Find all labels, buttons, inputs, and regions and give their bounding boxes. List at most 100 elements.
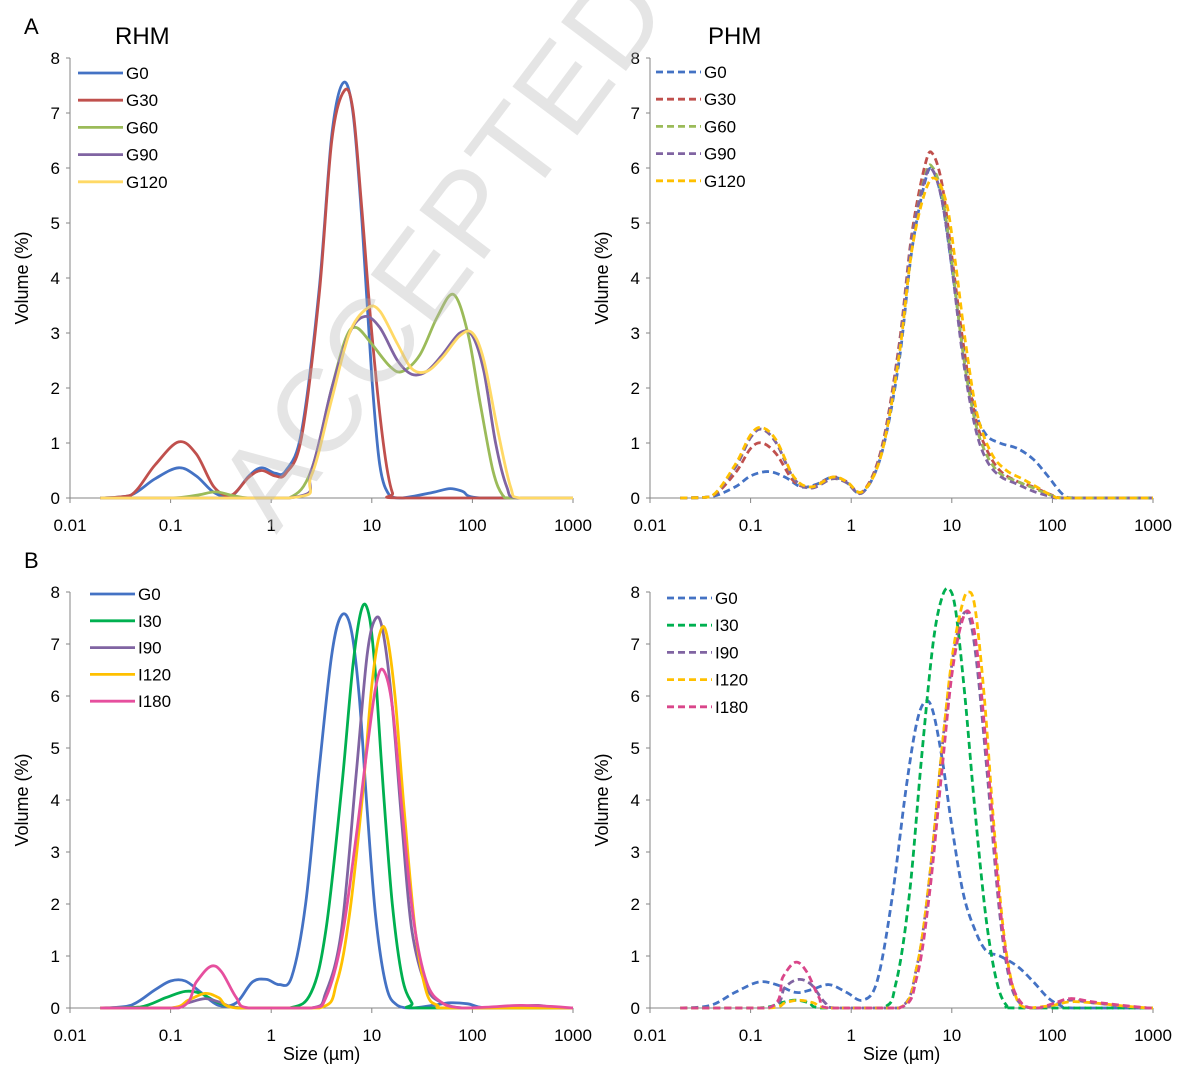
legend: G0 I30 I90 I120 I180 <box>90 585 171 711</box>
y-tick-label: 5 <box>51 214 60 233</box>
x-tick-label: 10 <box>942 1026 961 1045</box>
y-axis-title: Volume (%) <box>12 231 32 324</box>
legend-label: I30 <box>715 616 739 635</box>
series-line-g30 <box>680 150 1153 500</box>
y-tick-label: 3 <box>631 843 640 862</box>
x-tick-label: 0.01 <box>633 1026 666 1045</box>
x-tick-label: 100 <box>458 1026 486 1045</box>
series-line-g0 <box>100 612 573 1010</box>
legend-label: G90 <box>126 146 158 165</box>
legend-label: I120 <box>715 671 748 690</box>
y-tick-label: 1 <box>631 434 640 453</box>
y-tick-label: 2 <box>631 379 640 398</box>
x-tick-label: 0.01 <box>53 1026 86 1045</box>
y-tick-label: 2 <box>51 895 60 914</box>
legend-label: G0 <box>715 589 738 608</box>
series-line-g90 <box>100 315 573 500</box>
y-tick-label: 2 <box>631 895 640 914</box>
legend-label: G0 <box>704 63 727 82</box>
y-tick-label: 3 <box>631 324 640 343</box>
legend-label: I90 <box>715 643 739 662</box>
panel-b-letter: B <box>24 548 39 573</box>
y-tick-label: 0 <box>51 489 60 508</box>
series-line-i30 <box>100 602 573 1010</box>
y-tick-label: 4 <box>631 269 640 288</box>
series-line-i90 <box>100 615 573 1010</box>
x-tick-label: 0.01 <box>633 516 666 535</box>
chart-a-left: 0 1 2 3 4 5 6 7 8 0.01 0.1 1 10 100 1000 Volume (%) G0 G3… <box>12 49 592 535</box>
legend-label: G60 <box>126 118 158 137</box>
y-axis-title: Volume (%) <box>592 231 612 324</box>
y-tick-label: 4 <box>51 269 60 288</box>
series-line-i180 <box>680 609 1153 1010</box>
y-tick-label: 5 <box>631 739 640 758</box>
y-tick-label: 1 <box>631 947 640 966</box>
y-tick-label: 2 <box>51 379 60 398</box>
legend-label: G120 <box>126 173 168 192</box>
x-axis-title: Size (µm) <box>283 1044 360 1064</box>
x-axis-title: Size (µm) <box>863 1044 940 1064</box>
y-tick-label: 1 <box>51 434 60 453</box>
y-tick-label: 8 <box>631 49 640 68</box>
y-tick-label: 5 <box>631 214 640 233</box>
legend-label: G120 <box>704 172 746 191</box>
x-tick-label: 10 <box>942 516 961 535</box>
series-line-i120 <box>680 590 1153 1010</box>
chart-b-right: 0 1 2 3 4 5 6 7 8 0.01 0.1 1 10 100 1000 Volume (%) Size… <box>592 583 1172 1064</box>
y-tick-label: 7 <box>631 104 640 123</box>
chart-b-left: 0 1 2 3 4 5 6 7 8 0.01 0.1 1 10 100 1000 Volume (%) Size… <box>12 583 592 1064</box>
series-line-g120 <box>680 176 1153 500</box>
x-tick-label: 0.1 <box>739 1026 763 1045</box>
y-tick-label: 6 <box>51 159 60 178</box>
x-tick-label: 1000 <box>554 1026 592 1045</box>
y-tick-label: 7 <box>51 104 60 123</box>
legend-label: G30 <box>704 90 736 109</box>
series-line-g0 <box>680 166 1153 500</box>
y-tick-label: 8 <box>51 583 60 602</box>
x-tick-label: 100 <box>1038 516 1066 535</box>
y-tick-label: 0 <box>51 999 60 1018</box>
y-tick-label: 8 <box>631 583 640 602</box>
legend-label: G0 <box>138 585 161 604</box>
y-tick-label: 6 <box>631 159 640 178</box>
series-line-i180 <box>100 667 574 1010</box>
legend-label: I30 <box>138 612 162 631</box>
x-tick-label: 1 <box>846 516 855 535</box>
x-tick-label: 10 <box>362 1026 381 1045</box>
x-tick-label: 1 <box>846 1026 855 1045</box>
series-line-g0 <box>680 699 1153 1010</box>
y-tick-label: 3 <box>51 324 60 343</box>
x-tick-label: 0.1 <box>159 516 183 535</box>
x-tick-label: 0.1 <box>739 516 763 535</box>
y-axis-title: Volume (%) <box>592 753 612 846</box>
x-tick-label: 1000 <box>1134 1026 1172 1045</box>
y-tick-label: 0 <box>631 999 640 1018</box>
series-line-g30 <box>100 87 573 500</box>
x-tick-label: 0.01 <box>53 516 86 535</box>
legend-label: I120 <box>138 665 171 684</box>
series-line-g120 <box>100 304 573 500</box>
chart-title-phm: PHM <box>708 23 762 50</box>
series-line-g60 <box>100 292 573 500</box>
y-tick-label: 7 <box>51 635 60 654</box>
y-tick-label: 1 <box>51 947 60 966</box>
y-tick-label: 4 <box>631 791 640 810</box>
series-line-g90 <box>680 166 1153 500</box>
y-tick-label: 0 <box>631 489 640 508</box>
x-tick-label: 100 <box>1038 1026 1066 1045</box>
chart-a-right: 0 1 2 3 4 5 6 7 8 0.01 0.1 1 10 100 1000 Volume (%) G0 G3… <box>592 49 1172 535</box>
y-axis-title: Volume (%) <box>12 753 32 846</box>
legend-label: I180 <box>715 698 748 717</box>
legend-label: G0 <box>126 64 149 83</box>
x-tick-label: 1 <box>266 1026 275 1045</box>
legend: G0 G30 G60 G90 G120 <box>656 63 746 191</box>
x-tick-label: 100 <box>458 516 486 535</box>
series-line-i90 <box>680 610 1153 1010</box>
y-tick-label: 6 <box>51 687 60 706</box>
x-tick-label: 1 <box>266 516 275 535</box>
legend-label: G60 <box>704 117 736 136</box>
legend-label: I180 <box>138 692 171 711</box>
chart-title-rhm: RHM <box>115 23 170 50</box>
x-tick-label: 10 <box>362 516 381 535</box>
